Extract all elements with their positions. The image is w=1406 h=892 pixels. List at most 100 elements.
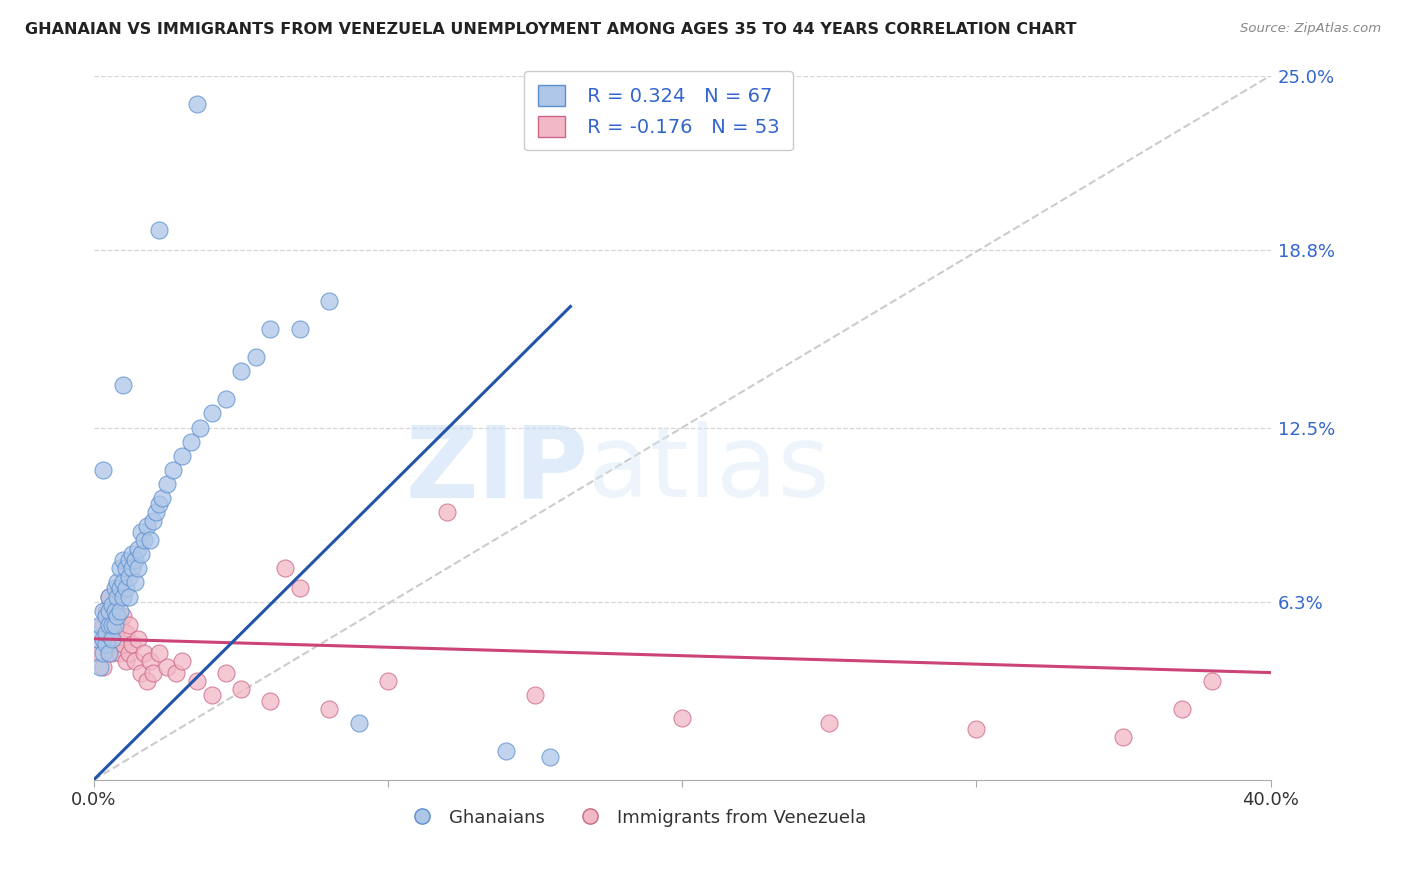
Point <box>89 617 111 632</box>
Point <box>200 407 222 421</box>
Point <box>259 322 281 336</box>
Point <box>100 632 122 646</box>
Point <box>436 505 458 519</box>
Point <box>103 617 125 632</box>
Point <box>100 646 122 660</box>
Legend: Ghanaians, Immigrants from Venezuela: Ghanaians, Immigrants from Venezuela <box>396 802 873 834</box>
Point <box>103 617 125 632</box>
Point <box>112 609 135 624</box>
Point <box>1171 702 1194 716</box>
Point <box>124 553 146 567</box>
Point <box>91 617 114 632</box>
Point <box>132 646 155 660</box>
Point <box>103 581 125 595</box>
Point <box>103 598 125 612</box>
Text: atlas: atlas <box>588 421 830 518</box>
Point <box>132 533 155 548</box>
Point <box>180 434 202 449</box>
Point <box>172 449 194 463</box>
Point <box>538 750 561 764</box>
Point <box>94 609 117 624</box>
Point <box>186 673 208 688</box>
Point <box>156 476 179 491</box>
Point <box>107 590 129 604</box>
Point <box>142 514 165 528</box>
Point <box>121 637 143 651</box>
Point <box>91 632 114 646</box>
Point <box>129 524 152 539</box>
Point <box>94 626 117 640</box>
Point <box>818 716 841 731</box>
Point <box>142 665 165 680</box>
Point <box>215 665 238 680</box>
Point <box>188 420 211 434</box>
Point <box>118 617 141 632</box>
Point <box>186 96 208 111</box>
Text: GHANAIAN VS IMMIGRANTS FROM VENEZUELA UNEMPLOYMENT AMONG AGES 35 TO 44 YEARS COR: GHANAIAN VS IMMIGRANTS FROM VENEZUELA UN… <box>25 22 1077 37</box>
Point <box>1112 731 1135 745</box>
Point <box>115 581 138 595</box>
Point <box>89 646 111 660</box>
Point <box>288 581 311 595</box>
Point <box>148 223 170 237</box>
Point <box>124 575 146 590</box>
Point <box>100 626 122 640</box>
Point <box>112 590 135 604</box>
Point <box>89 660 111 674</box>
Point <box>124 654 146 668</box>
Point <box>118 590 141 604</box>
Point <box>103 604 125 618</box>
Text: Source: ZipAtlas.com: Source: ZipAtlas.com <box>1240 22 1381 36</box>
Point <box>200 688 222 702</box>
Point <box>347 716 370 731</box>
Point <box>112 575 135 590</box>
Point <box>139 654 162 668</box>
Point <box>1201 673 1223 688</box>
Point <box>524 688 547 702</box>
Point <box>135 519 157 533</box>
Point <box>112 553 135 567</box>
Point <box>91 463 114 477</box>
Point <box>127 541 149 556</box>
Point <box>103 637 125 651</box>
Point <box>121 547 143 561</box>
Point <box>91 660 114 674</box>
Point <box>148 497 170 511</box>
Point <box>150 491 173 505</box>
Point <box>148 646 170 660</box>
Point <box>288 322 311 336</box>
Point <box>110 604 132 618</box>
Point <box>115 654 138 668</box>
Point <box>377 673 399 688</box>
Point <box>97 604 120 618</box>
Point <box>127 561 149 575</box>
Point <box>110 581 132 595</box>
Point <box>127 632 149 646</box>
Point <box>318 702 340 716</box>
Text: ZIP: ZIP <box>405 421 588 518</box>
Point <box>229 364 252 378</box>
Point <box>86 632 108 646</box>
Point <box>259 694 281 708</box>
Point <box>965 722 987 736</box>
Point <box>97 590 120 604</box>
Point <box>100 598 122 612</box>
Point <box>671 711 693 725</box>
Point <box>118 646 141 660</box>
Point <box>97 646 120 660</box>
Point <box>115 561 138 575</box>
Point <box>129 665 152 680</box>
Point <box>97 617 120 632</box>
Point <box>94 604 117 618</box>
Point <box>100 617 122 632</box>
Point <box>110 561 132 575</box>
Point <box>118 553 141 567</box>
Point <box>172 654 194 668</box>
Point <box>318 293 340 308</box>
Point <box>162 463 184 477</box>
Point <box>97 617 120 632</box>
Point <box>495 744 517 758</box>
Point <box>107 632 129 646</box>
Point <box>112 637 135 651</box>
Point <box>100 604 122 618</box>
